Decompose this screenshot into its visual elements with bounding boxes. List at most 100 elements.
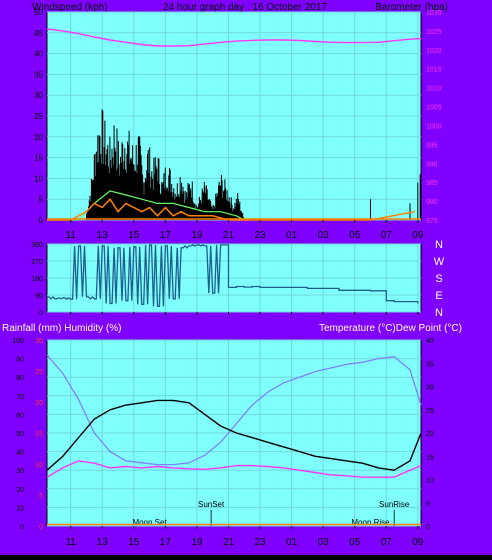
windspeed-tick-label: 10 bbox=[34, 174, 43, 183]
humidity-tick-label: 20 bbox=[16, 487, 24, 494]
rainfall-tick-label: 5 bbox=[39, 493, 43, 500]
temperature-plot-grid bbox=[47, 339, 421, 527]
annotation-sunset: SunSet bbox=[198, 500, 225, 509]
humidity-tick-label: 40 bbox=[16, 450, 24, 457]
windspeed-tick-label: 35 bbox=[34, 70, 43, 79]
temperature-plot-marks bbox=[46, 354, 422, 526]
rainfall-tick-label: 15 bbox=[35, 431, 43, 438]
windspeed-tick-label: 25 bbox=[34, 112, 43, 121]
temperature-right-tick-label: 30 bbox=[426, 385, 434, 392]
windspeed-axis-title: Windspeed (kph) bbox=[32, 2, 108, 13]
series-wind-speed bbox=[47, 198, 415, 221]
annotation-moon-rise: Moon Rise bbox=[351, 518, 390, 527]
temperature-xtick-label: 17 bbox=[160, 537, 172, 548]
series-wind-direction bbox=[47, 244, 419, 307]
wind-xtick-label: 01 bbox=[286, 230, 298, 241]
wind-plot-ticks: 11 13 15 17 19 21 23 01 03 05 07 090510152025303540… bbox=[34, 8, 442, 241]
windspeed-tick-label: 15 bbox=[34, 154, 43, 163]
temperature-xtick-label: 21 bbox=[223, 537, 235, 548]
temperature-right-tick-label: 25 bbox=[426, 408, 434, 415]
direction-tick-label: 180 bbox=[31, 276, 43, 283]
humidity-tick-label: 10 bbox=[16, 505, 24, 512]
barometer-tick-label: 985 bbox=[426, 180, 438, 187]
barometer-tick-label: 1010 bbox=[426, 86, 442, 93]
direction-tick-label: 270 bbox=[31, 259, 43, 266]
temperature-xtick-label: 07 bbox=[381, 537, 393, 548]
rainfall-tick-label: 10 bbox=[35, 462, 43, 469]
wind-xtick-label: 23 bbox=[254, 230, 266, 241]
temperature-right-tick-label: 35 bbox=[426, 361, 434, 368]
wind-xtick-label: 07 bbox=[381, 230, 393, 241]
series-humidity bbox=[46, 354, 422, 466]
compass-label-n-top: N bbox=[435, 239, 443, 251]
series-temperature bbox=[46, 399, 422, 471]
rainfall-tick-label: 0 bbox=[39, 524, 43, 531]
rainfall-tick-label: 25 bbox=[35, 369, 43, 376]
humidity-tick-label: 30 bbox=[16, 468, 24, 475]
series-barometer bbox=[46, 28, 422, 47]
annotation-sunrise: SunRise bbox=[379, 500, 410, 509]
temperature-right-tick-label: 5 bbox=[426, 501, 430, 508]
windspeed-tick-label: 20 bbox=[34, 133, 43, 142]
wind-xtick-label: 19 bbox=[191, 230, 203, 241]
temperature-xtick-label: 09 bbox=[412, 537, 424, 548]
humidity-tick-label: 0 bbox=[20, 524, 24, 531]
barometer-tick-label: 1015 bbox=[426, 67, 442, 74]
direction-tick-label: 0 bbox=[39, 310, 43, 317]
direction-tick-label: 360 bbox=[31, 242, 43, 249]
series-dew-point bbox=[46, 460, 422, 478]
temperature-right-tick-label: 20 bbox=[426, 431, 434, 438]
astronomy-annotations: SunSet SunRise Moon Set Moon Rise bbox=[132, 500, 409, 527]
humidity-tick-label: 60 bbox=[16, 412, 24, 419]
temperature-xtick-label: 01 bbox=[286, 537, 298, 548]
windspeed-tick-label: 5 bbox=[39, 195, 44, 204]
humidity-tick-label: 70 bbox=[16, 394, 24, 401]
series-wind-gust bbox=[86, 109, 421, 220]
barometer-tick-label: 1030 bbox=[426, 10, 442, 17]
wind-xtick-label: 09 bbox=[412, 230, 424, 241]
barometer-tick-label: 1000 bbox=[426, 123, 442, 130]
temperature-xtick-label: 11 bbox=[65, 537, 76, 548]
wind-xtick-label: 17 bbox=[160, 230, 172, 241]
temperature-xtick-label: 03 bbox=[318, 537, 330, 548]
barometer-tick-label: 975 bbox=[426, 218, 438, 225]
barometer-tick-label: 1020 bbox=[426, 48, 442, 55]
wind-xtick-label: 15 bbox=[128, 230, 140, 241]
windspeed-tick-label: 50 bbox=[34, 8, 43, 17]
temperature-right-tick-label: 0 bbox=[426, 524, 430, 531]
wind-plot-marks bbox=[46, 28, 422, 221]
compass-label-e: E bbox=[435, 290, 442, 302]
wind-xtick-label: 21 bbox=[223, 230, 235, 241]
barometer-tick-label: 1025 bbox=[426, 29, 442, 36]
temperature-xtick-label: 13 bbox=[97, 537, 109, 548]
compass-label-s: S bbox=[435, 273, 442, 285]
humidity-tick-label: 100 bbox=[12, 338, 24, 345]
temperature-xtick-label: 05 bbox=[349, 537, 361, 548]
rain-humidity-axis-title: Rainfall (mm) Humidity (%) bbox=[2, 323, 121, 334]
wind-xtick-label: 11 bbox=[65, 230, 76, 241]
wind-xtick-label: 05 bbox=[349, 230, 361, 241]
compass-label-w: W bbox=[434, 256, 445, 268]
temperature-right-tick-label: 40 bbox=[426, 338, 434, 345]
humidity-tick-label: 90 bbox=[16, 357, 24, 364]
compass-label-n-bottom: N bbox=[435, 307, 443, 319]
temperature-right-tick-label: 10 bbox=[426, 478, 434, 485]
barometer-tick-label: 980 bbox=[426, 199, 438, 206]
humidity-tick-label: 50 bbox=[16, 431, 24, 438]
windspeed-tick-label: 40 bbox=[34, 50, 43, 59]
wind-plot-grid bbox=[47, 11, 421, 221]
temperature-right-tick-label: 15 bbox=[426, 454, 434, 461]
temperature-dewpoint-axis-title: Temperature (°C)Dew Point (°C) bbox=[319, 323, 462, 334]
temperature-xtick-label: 23 bbox=[254, 537, 266, 548]
windspeed-tick-label: 0 bbox=[39, 216, 44, 225]
barometer-tick-label: 990 bbox=[426, 161, 438, 168]
wind-xtick-label: 13 bbox=[97, 230, 109, 241]
barometer-axis-title: Barometer (hpa) bbox=[375, 2, 448, 13]
temperature-xtick-label: 15 bbox=[128, 537, 140, 548]
annotation-moon-set: Moon Set bbox=[132, 518, 167, 527]
wind-xtick-label: 03 bbox=[318, 230, 330, 241]
rainfall-tick-label: 30 bbox=[35, 338, 43, 345]
direction-plot-marks bbox=[47, 244, 419, 307]
windspeed-tick-label: 30 bbox=[34, 91, 43, 100]
